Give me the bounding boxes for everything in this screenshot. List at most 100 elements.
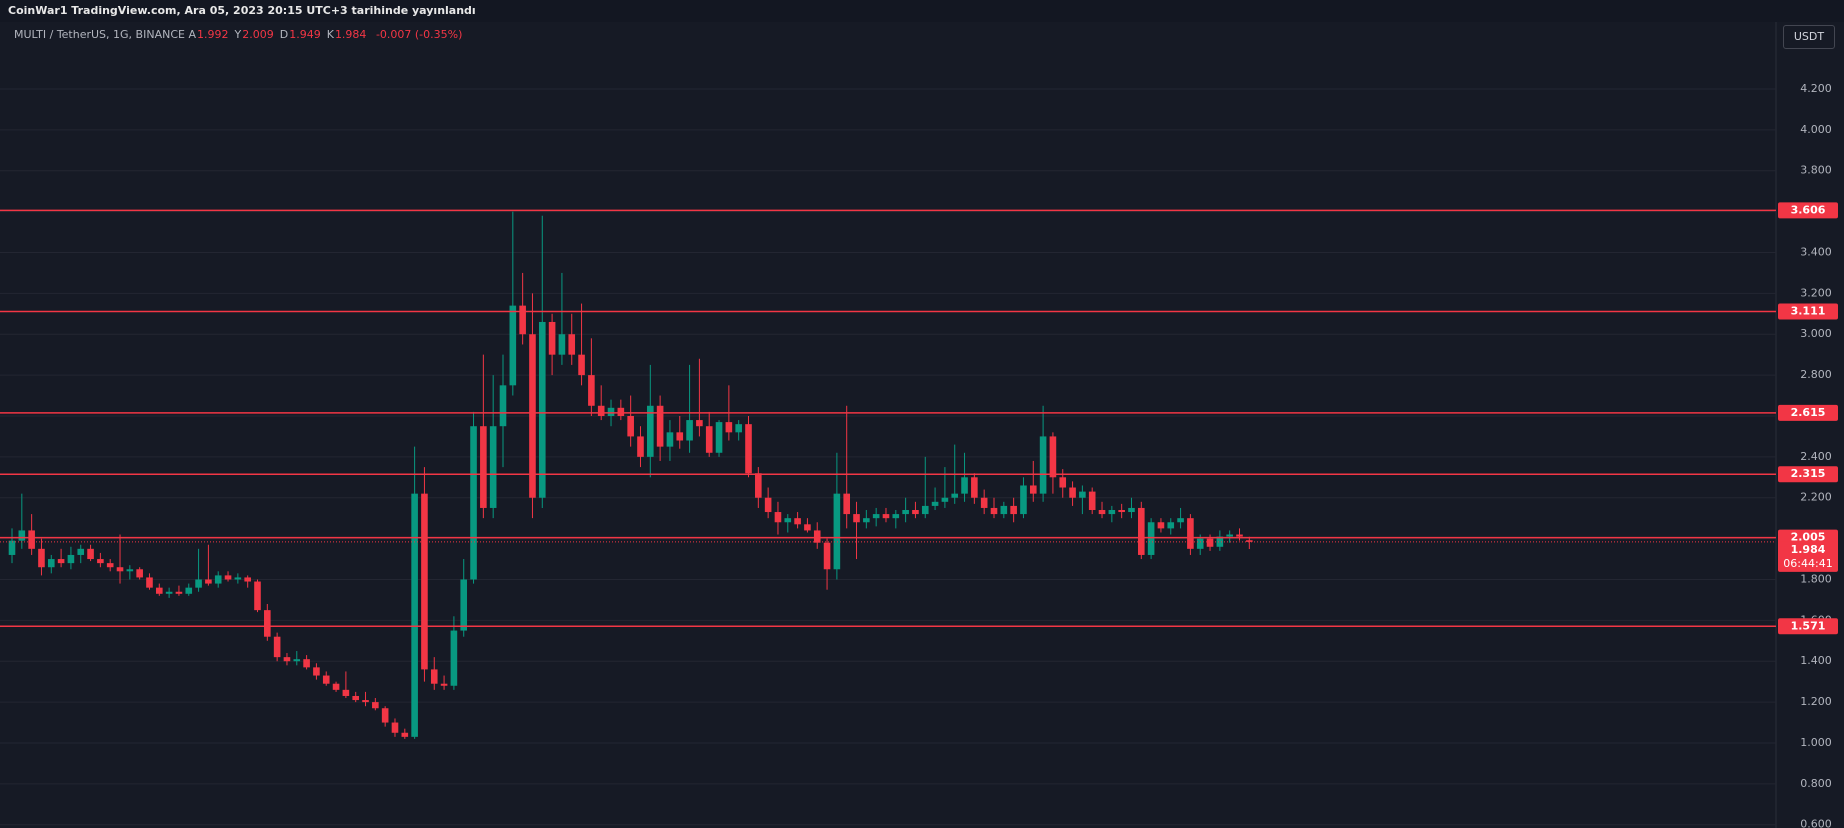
legend: MULTI / TetherUS, 1G, BINANCE A1.992 Y2.0… (14, 26, 468, 44)
candle-body (313, 667, 320, 676)
field-key: K (326, 28, 334, 41)
candle-body (1196, 538, 1204, 549)
candle-body (57, 559, 65, 564)
y-tick-label: 1.800 (1800, 572, 1832, 585)
field-value: 1.949 (289, 28, 321, 41)
field-value: 2.009 (242, 28, 274, 41)
candle-body (951, 493, 959, 498)
candle-body (480, 426, 487, 508)
level-label-bg (1778, 466, 1838, 483)
candle-body (921, 505, 929, 515)
symbol: MULTI / TetherUS, 1G, BINANCE (14, 28, 185, 41)
change: -0.007 (-0.35%) (375, 28, 463, 41)
candle-body (519, 305, 526, 335)
candle-body (460, 579, 468, 631)
candle-body (293, 659, 301, 662)
candle-body (696, 420, 703, 427)
candle-body (912, 509, 919, 515)
candle-body (67, 554, 75, 564)
ohlc-fields: A1.992 Y2.009 D1.949 K1.984 (188, 28, 372, 41)
y-tick-label: 1.200 (1800, 695, 1832, 708)
candle-body (686, 420, 693, 441)
currency-button[interactable]: USDT (1783, 25, 1835, 49)
field-key: A (188, 28, 196, 41)
candle-body (372, 702, 379, 709)
candle-body (941, 497, 949, 502)
level-label: 1.571 (1791, 619, 1826, 632)
candle-body (156, 587, 163, 594)
candle-body (1236, 534, 1243, 537)
candle-body (205, 579, 212, 584)
y-tick-label: 3.800 (1800, 164, 1832, 177)
candle-body (745, 424, 752, 474)
candle-body (843, 493, 850, 515)
candle-body (18, 530, 26, 541)
candle-body (1206, 538, 1214, 547)
candle-body (401, 732, 409, 737)
candle-body (961, 477, 968, 494)
candle-body (725, 422, 733, 433)
level-label-bg (1778, 529, 1838, 546)
candle-body (774, 512, 782, 523)
y-tick-label: 2.400 (1800, 450, 1832, 463)
candle-body (430, 669, 438, 684)
candle-body (1000, 505, 1008, 515)
candle-body (1216, 536, 1224, 547)
candle-body (175, 591, 183, 594)
candle-body (28, 530, 35, 549)
candle-body (1049, 436, 1057, 478)
candle-body (588, 375, 595, 406)
candle-body (990, 507, 998, 515)
candle-body (853, 514, 860, 523)
candle-body (735, 424, 742, 433)
y-tick-label: 0.800 (1800, 777, 1832, 790)
candle-body (322, 675, 330, 684)
candle-body (1079, 491, 1086, 498)
candle-body (283, 657, 291, 662)
candle-body (77, 548, 85, 555)
candle-body (509, 305, 517, 386)
candle-body (794, 518, 801, 525)
candle-body (254, 581, 261, 611)
candle-body (1029, 485, 1037, 494)
candle-body (627, 415, 634, 437)
candle-body (568, 334, 576, 355)
level-label: 2.005 (1791, 531, 1826, 544)
candle-body (755, 473, 762, 498)
candle-body (892, 514, 900, 519)
y-tick-label: 3.000 (1800, 327, 1832, 340)
y-tick-label: 4.000 (1800, 123, 1832, 136)
level-label: 3.111 (1791, 305, 1826, 318)
candle-body (224, 575, 232, 580)
candle-body (607, 407, 615, 416)
candle-body (126, 569, 134, 572)
candle-body (1138, 507, 1145, 555)
candle-body (872, 514, 880, 519)
candle-body (264, 610, 271, 637)
candle-body (1157, 522, 1165, 529)
candle-body (1177, 518, 1184, 523)
candle-body (214, 575, 222, 584)
y-tick-label: 4.200 (1800, 82, 1832, 95)
candle-body (8, 540, 16, 555)
candle-body (1187, 518, 1194, 549)
last-price-bg (1778, 541, 1838, 572)
candle-body (440, 683, 448, 686)
candle-body (1039, 436, 1047, 494)
candle-body (823, 542, 831, 570)
candle-body (637, 436, 644, 457)
y-tick-label: 2.200 (1800, 491, 1832, 504)
candle-body (352, 695, 359, 701)
level-label-bg (1778, 404, 1838, 421)
last-price-label: 1.984 (1791, 543, 1826, 556)
candle-body (529, 334, 536, 498)
candle-body (1069, 487, 1076, 498)
y-tick-label: 3.200 (1800, 286, 1832, 299)
candle-body (1246, 540, 1253, 542)
candle-body (470, 426, 477, 580)
candle-body (980, 497, 988, 508)
candle-body (1020, 485, 1027, 515)
candle-body (656, 405, 664, 447)
candle-body (362, 700, 369, 703)
